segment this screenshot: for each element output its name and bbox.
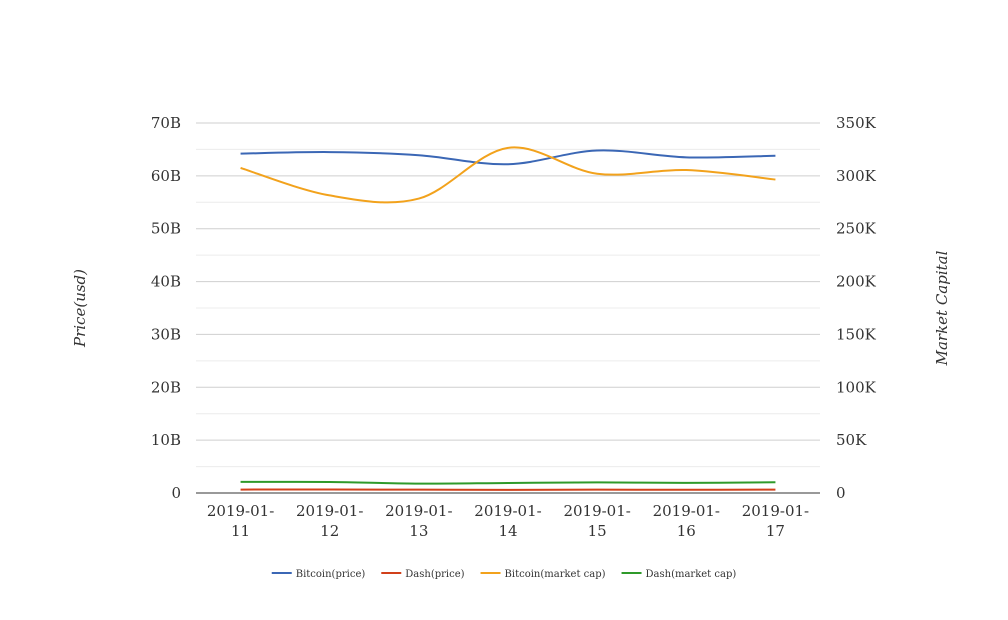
legend-label: Bitcoin(market cap) (505, 569, 606, 580)
x-tick-label: 2019-01-14 (474, 502, 541, 540)
legend-item: Bitcoin(market cap) (481, 569, 606, 580)
y-left-tick-label: 0 (171, 484, 181, 502)
series-line-bitcoin-price (241, 150, 776, 164)
series-lines (241, 147, 776, 489)
y-right-tick-label: 50K (836, 431, 867, 449)
legend-item: Dash(price) (381, 569, 464, 580)
y-right-tick-label: 0 (836, 484, 846, 502)
y-right-tick-label: 300K (836, 167, 877, 185)
legend-item: Bitcoin(price) (272, 569, 366, 580)
y-left-tick-label: 40B (151, 273, 181, 291)
legend-label: Dash(market cap) (646, 569, 737, 580)
y-right-tick-label: 150K (836, 325, 877, 343)
y-left-axis-title: Price(usd) (71, 269, 89, 348)
x-tick-label: 2019-01-16 (653, 502, 720, 540)
series-line-bitcoin-market-cap (241, 147, 776, 202)
y-right-tick-label: 100K (836, 378, 877, 396)
y-left-tick-label: 70B (151, 114, 181, 132)
x-tick-label: 2019-01-11 (207, 502, 274, 540)
legend: Bitcoin(price) Dash(price) Bitcoin(market … (272, 569, 737, 580)
axes: 0 10B 20B 30B 40B 50B 60B 70B 0 50K 100K 150K 200K 25… (71, 114, 951, 540)
x-tick-label: 2019-01-12 (296, 502, 363, 540)
legend-item: Dash(market cap) (622, 569, 737, 580)
y-left-tick-label: 50B (151, 220, 181, 238)
legend-label: Bitcoin(price) (296, 569, 366, 580)
y-left-tick-label: 10B (151, 431, 181, 449)
y-right-tick-label: 200K (836, 273, 877, 291)
x-tick-label: 2019-01-17 (742, 502, 809, 540)
y-left-tick-label: 30B (151, 325, 181, 343)
y-right-axis-title: Market Capital (933, 250, 951, 366)
y-right-tick-label: 250K (836, 220, 877, 238)
gridlines (196, 123, 820, 467)
y-right-tick-label: 350K (836, 114, 877, 132)
x-tick-label: 2019-01-13 (385, 502, 452, 540)
y-left-tick-label: 20B (151, 378, 181, 396)
x-tick-label: 2019-01-15 (563, 502, 630, 540)
series-line-dash-market-cap (241, 482, 776, 484)
legend-label: Dash(price) (405, 569, 464, 580)
y-left-tick-label: 60B (151, 167, 181, 185)
